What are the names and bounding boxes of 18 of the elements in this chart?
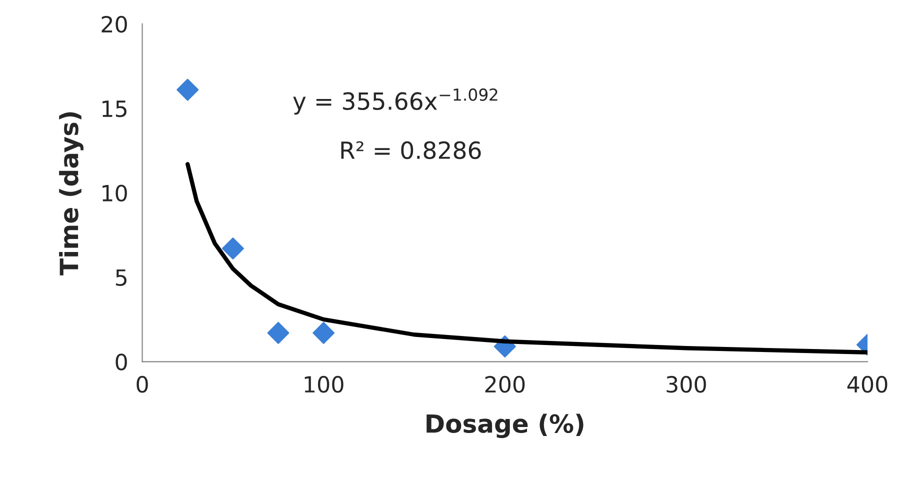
x-tick-label: 400 [847, 376, 888, 393]
x-tick-label: 200 [485, 376, 525, 393]
y-tick-label: 15 [102, 100, 126, 118]
x-tick-label: 0 [136, 376, 148, 393]
y-tick-label: 20 [102, 16, 127, 33]
point [222, 238, 244, 260]
x-tick-label: 300 [666, 376, 706, 393]
y-axis-title: Time (days) [59, 112, 84, 276]
annotation: y = 355.66x$^{−1.092}$ [293, 88, 498, 115]
y-tick-label: 5 [116, 269, 126, 286]
point [312, 322, 335, 344]
x-axis-title: Dosage (%) [426, 414, 584, 438]
point [176, 78, 199, 101]
point [267, 322, 290, 344]
y-tick-label: 0 [116, 354, 127, 370]
y-tick-label: 10 [102, 184, 127, 202]
x-tick-label: 100 [304, 376, 344, 393]
annotation: R² = 0.8286 [341, 141, 481, 160]
